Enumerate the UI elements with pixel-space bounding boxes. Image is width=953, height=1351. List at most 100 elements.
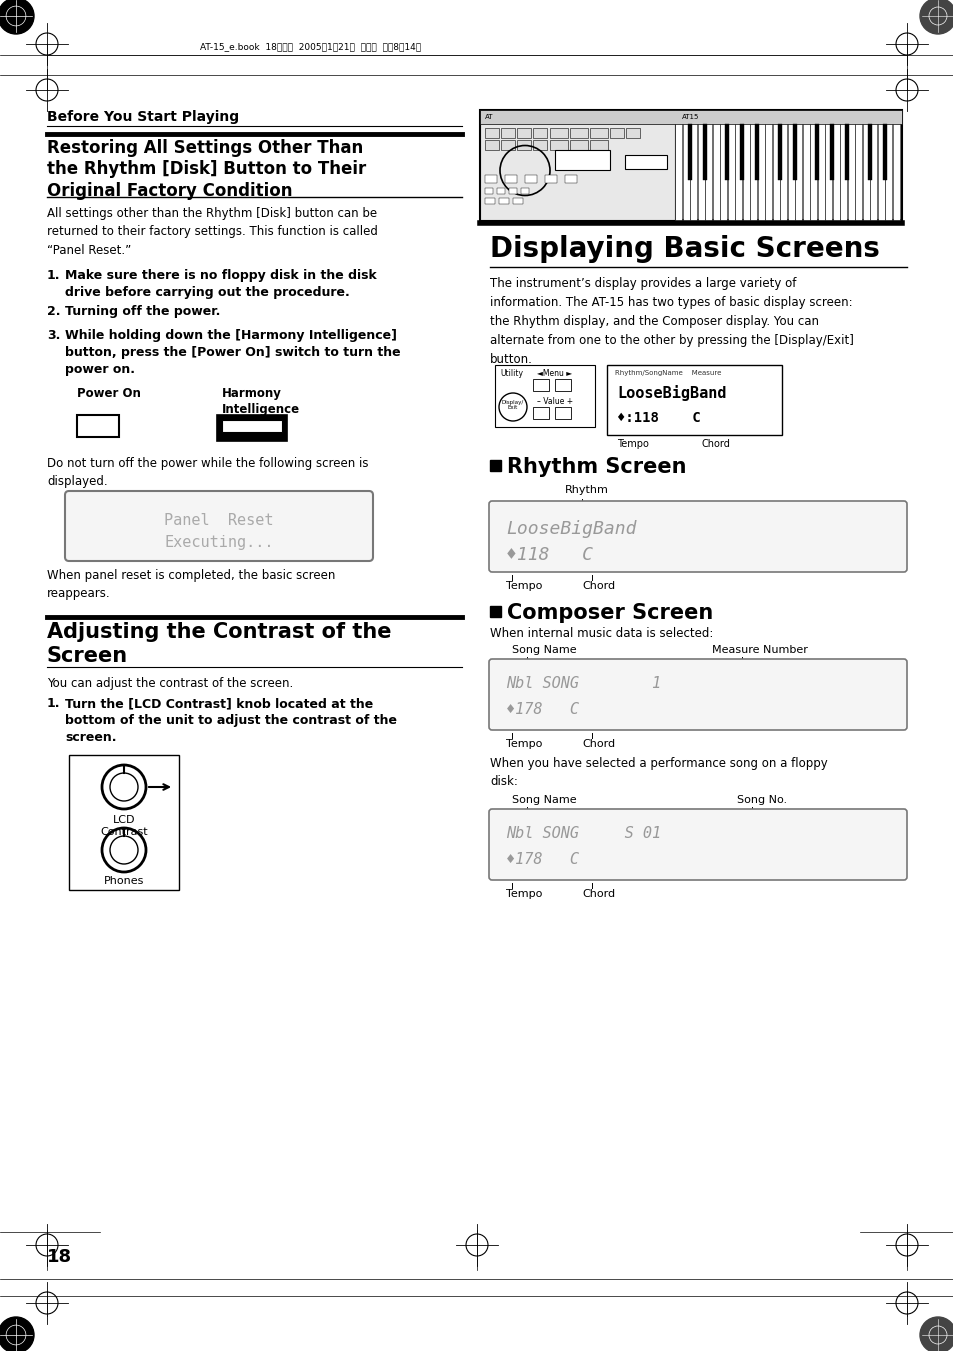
Text: Tempo: Tempo: [617, 439, 648, 449]
Text: ◄Menu ►: ◄Menu ►: [537, 369, 572, 378]
Text: LCD
Contrast: LCD Contrast: [100, 815, 148, 836]
Bar: [544, 176, 557, 182]
Text: Chord: Chord: [581, 581, 615, 590]
Circle shape: [919, 0, 953, 34]
Text: Tempo: Tempo: [505, 581, 542, 590]
Bar: [490, 607, 500, 617]
Text: ♦178   C: ♦178 C: [505, 703, 578, 717]
Text: AT15: AT15: [681, 113, 699, 120]
Bar: [787, 124, 794, 220]
Text: Power On: Power On: [77, 386, 141, 400]
Bar: [817, 124, 823, 220]
Bar: [724, 124, 728, 180]
Bar: [517, 128, 531, 138]
Text: You can adjust the contrast of the screen.: You can adjust the contrast of the scree…: [47, 677, 293, 690]
Bar: [484, 141, 498, 150]
Bar: [569, 128, 587, 138]
Text: LooseBigBand: LooseBigBand: [617, 385, 726, 401]
Bar: [555, 150, 609, 170]
FancyBboxPatch shape: [489, 501, 906, 571]
Bar: [829, 124, 833, 180]
Text: Measure Number: Measure Number: [711, 644, 807, 655]
Text: 1.: 1.: [47, 697, 60, 711]
Bar: [490, 459, 500, 471]
Text: – Value +: – Value +: [537, 397, 573, 407]
Text: ♦118   C: ♦118 C: [505, 546, 593, 563]
Bar: [720, 124, 726, 220]
Bar: [509, 188, 517, 195]
Bar: [802, 124, 809, 220]
FancyBboxPatch shape: [65, 490, 373, 561]
Text: Make sure there is no floppy disk in the disk
drive before carrying out the proc: Make sure there is no floppy disk in the…: [65, 269, 376, 299]
Bar: [814, 124, 819, 180]
Text: Before You Start Playing: Before You Start Playing: [47, 109, 239, 124]
Text: LooseBigBand: LooseBigBand: [505, 520, 636, 538]
Text: When you have selected a performance song on a floppy
disk:: When you have selected a performance son…: [490, 757, 827, 788]
Bar: [484, 188, 493, 195]
Bar: [809, 124, 817, 220]
Bar: [479, 109, 901, 124]
Bar: [855, 124, 862, 220]
Text: Rhythm/SongName    Measure: Rhythm/SongName Measure: [615, 370, 720, 376]
Bar: [504, 176, 517, 182]
Bar: [757, 124, 764, 220]
Bar: [555, 380, 571, 390]
Bar: [847, 124, 854, 220]
Bar: [77, 415, 119, 436]
Text: Turning off the power.: Turning off the power.: [65, 305, 220, 317]
Bar: [222, 420, 282, 432]
Text: Harmony
Intelligence: Harmony Intelligence: [222, 386, 300, 416]
Bar: [517, 141, 531, 150]
Bar: [824, 124, 831, 220]
Bar: [690, 124, 697, 220]
Bar: [533, 380, 548, 390]
Bar: [735, 124, 741, 220]
Text: ♦178   C: ♦178 C: [505, 852, 578, 867]
Bar: [882, 124, 885, 180]
Bar: [589, 128, 607, 138]
FancyBboxPatch shape: [489, 659, 906, 730]
Text: Display/
Exit: Display/ Exit: [501, 400, 523, 411]
Bar: [550, 128, 567, 138]
Text: Utility: Utility: [499, 369, 522, 378]
Bar: [569, 141, 587, 150]
Text: 1.: 1.: [47, 269, 60, 282]
Bar: [589, 141, 607, 150]
Bar: [500, 128, 515, 138]
Bar: [495, 365, 595, 427]
Bar: [780, 124, 786, 220]
Bar: [675, 124, 681, 220]
Bar: [484, 128, 498, 138]
Text: AT: AT: [484, 113, 493, 120]
Text: Song Name: Song Name: [512, 644, 576, 655]
Text: When internal music data is selected:: When internal music data is selected:: [490, 627, 713, 640]
Bar: [69, 755, 179, 890]
Bar: [533, 128, 546, 138]
Bar: [500, 141, 515, 150]
Bar: [740, 124, 743, 180]
Text: Nbl SONG        1: Nbl SONG 1: [505, 676, 660, 690]
Bar: [513, 199, 522, 204]
Text: Chord: Chord: [581, 889, 615, 898]
Bar: [520, 188, 529, 195]
Bar: [795, 124, 801, 220]
Text: Panel  Reset: Panel Reset: [164, 513, 274, 528]
Bar: [564, 176, 577, 182]
Text: Song No.: Song No.: [737, 794, 786, 805]
Text: While holding down the [Harmony Intelligence]
button, press the [Power On] switc: While holding down the [Harmony Intellig…: [65, 330, 400, 376]
Bar: [884, 124, 891, 220]
Bar: [524, 176, 537, 182]
Text: Tempo: Tempo: [505, 739, 542, 748]
Text: Turn the [LCD Contrast] knob located at the
bottom of the unit to adjust the con: Turn the [LCD Contrast] knob located at …: [65, 697, 396, 744]
Bar: [777, 124, 781, 180]
Bar: [484, 176, 497, 182]
Bar: [609, 128, 623, 138]
Bar: [892, 124, 899, 220]
Bar: [484, 199, 495, 204]
Text: The instrument’s display provides a large variety of
information. The AT-15 has : The instrument’s display provides a larg…: [490, 277, 853, 366]
Bar: [772, 124, 779, 220]
Circle shape: [0, 0, 34, 34]
Text: AT-15_e.book  18ページ  2005年1月21日  金曜日  午後8時14分: AT-15_e.book 18ページ 2005年1月21日 金曜日 午後8時14…: [200, 42, 420, 51]
Bar: [862, 124, 869, 220]
Bar: [840, 124, 846, 220]
